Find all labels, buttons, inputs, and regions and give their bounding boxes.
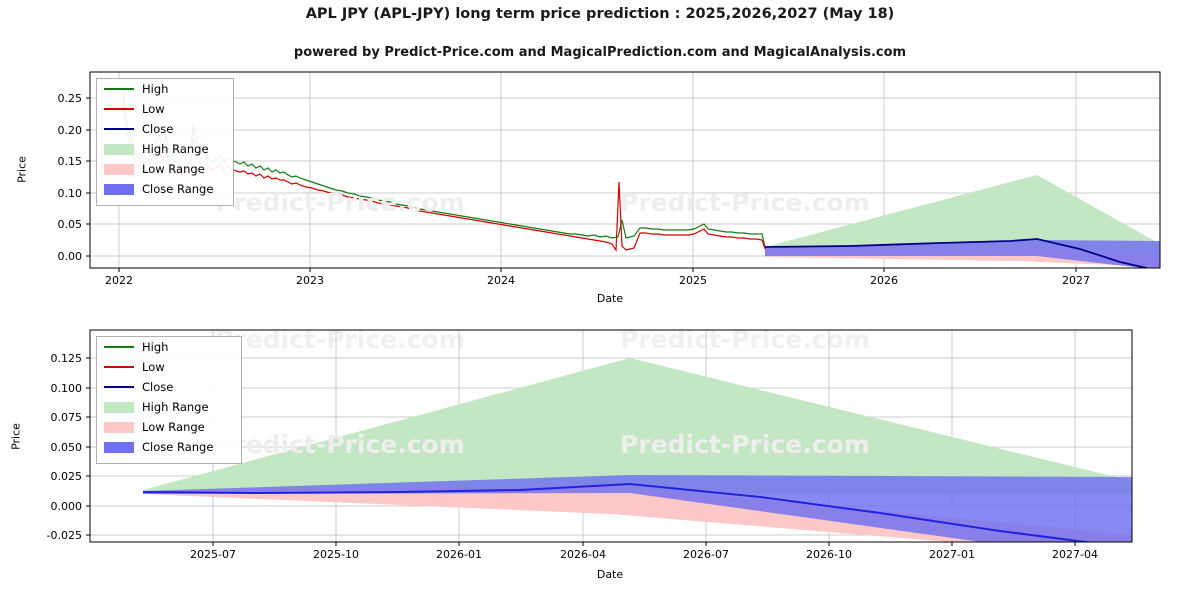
close-range-swatch <box>104 441 134 453</box>
bottom-xtick-0: 2025-07 <box>190 548 236 561</box>
bottom-ytick-0: -0.025 <box>46 529 82 542</box>
high-line-swatch <box>104 341 134 353</box>
legend-label-close-range: Close Range <box>142 440 214 454</box>
bottom-xtick-3: 2026-04 <box>560 548 606 561</box>
legend-label-low: Low <box>142 102 165 116</box>
top-close-range-band <box>765 240 1160 268</box>
top-ytick-0: 0.00 <box>57 250 83 263</box>
close-line-swatch <box>104 381 134 393</box>
bottom-xtick-5: 2026-10 <box>806 548 852 561</box>
top-ytick-4: 0.20 <box>57 124 83 137</box>
top-xaxis-label: Date <box>596 292 624 305</box>
top-xtick-2: 2024 <box>487 274 515 287</box>
high-range-swatch <box>104 401 134 413</box>
legend-label-close-range: Close Range <box>142 182 214 196</box>
legend-label-high: High <box>142 340 169 354</box>
legend-item-low[interactable]: Low <box>97 99 233 119</box>
top-xtick-1: 2023 <box>296 274 324 287</box>
top-xtick-0: 2022 <box>105 274 133 287</box>
bottom-high-range-band <box>143 358 1132 494</box>
legend-item-close-range[interactable]: Close Range <box>97 179 233 199</box>
high-line-swatch <box>104 83 134 95</box>
close-line-swatch <box>104 123 134 135</box>
bottom-ytick-5: 0.100 <box>50 382 83 395</box>
top-ytick-1: 0.05 <box>57 218 83 231</box>
low-line-swatch <box>104 361 134 373</box>
top-ytick-3: 0.15 <box>57 155 83 168</box>
bottom-ytick-4: 0.075 <box>50 411 83 424</box>
bottom-yaxis-label: Price <box>9 423 23 450</box>
legend-item-close[interactable]: Close <box>97 377 241 397</box>
bottom-close-series <box>142 482 1094 542</box>
legend-label-close: Close <box>142 380 174 394</box>
low-line-swatch <box>104 103 134 115</box>
bottom-xtick-7: 2027-04 <box>1052 548 1098 561</box>
top-high-range-band <box>765 175 1160 256</box>
top-xtick-4: 2026 <box>870 274 898 287</box>
legend-label-low-range: Low Range <box>142 420 205 434</box>
legend-item-high-range[interactable]: High Range <box>97 139 233 159</box>
legend-item-close[interactable]: Close <box>97 119 233 139</box>
top-yaxis-label: Price <box>15 156 29 183</box>
bottom-chart-panel: Predict-Price.com Predict-Price.com -0.0… <box>0 320 1200 600</box>
top-ytick-2: 0.10 <box>57 187 83 200</box>
bottom-ytick-6: 0.125 <box>50 352 83 365</box>
chart-title: APL JPY (APL-JPY) long term price predic… <box>305 6 895 22</box>
low-range-swatch <box>104 163 134 175</box>
bottom-xtick-2: 2026-01 <box>436 548 482 561</box>
bottom-plot-frame <box>89 329 1133 543</box>
top-close-series <box>764 238 1151 268</box>
bottom-xtick-6: 2027-01 <box>929 548 975 561</box>
top-ytick-5: 0.25 <box>57 92 83 105</box>
bottom-xtick-1: 2025-10 <box>313 548 359 561</box>
legend-item-high[interactable]: High <box>97 337 241 357</box>
top-xtick-3: 2025 <box>679 274 707 287</box>
legend-label-high: High <box>142 82 169 96</box>
legend-item-low[interactable]: Low <box>97 357 241 377</box>
high-range-swatch <box>104 143 134 155</box>
legend-label-high-range: High Range <box>142 142 209 156</box>
top-chart-panel: Predict-Price.com Predict-Price.com Pred… <box>0 60 1200 354</box>
bottom-xaxis-label: Date <box>596 568 624 581</box>
legend-item-low-range[interactable]: Low Range <box>97 159 233 179</box>
legend-item-high[interactable]: High <box>97 79 233 99</box>
close-range-swatch <box>104 183 134 195</box>
legend-item-close-range[interactable]: Close Range <box>97 437 241 457</box>
legend-label-low: Low <box>142 360 165 374</box>
bottom-legend: High Low Close High Range Low Range Clos… <box>96 336 242 464</box>
bottom-ytick-2: 0.025 <box>50 470 83 483</box>
legend-label-close: Close <box>142 122 174 136</box>
chart-subtitle: powered by Predict-Price.com and Magical… <box>293 45 907 60</box>
top-plot-frame <box>89 71 1161 269</box>
legend-label-low-range: Low Range <box>142 162 205 176</box>
top-xtick-5: 2027 <box>1062 274 1090 287</box>
bottom-ytick-1: 0.000 <box>50 500 83 513</box>
bottom-ytick-3: 0.050 <box>50 441 83 454</box>
legend-item-low-range[interactable]: Low Range <box>97 417 241 437</box>
top-legend: High Low Close High Range Low Range Clos… <box>96 78 234 206</box>
legend-item-high-range[interactable]: High Range <box>97 397 241 417</box>
legend-label-high-range: High Range <box>142 400 209 414</box>
low-range-swatch <box>104 421 134 433</box>
bottom-xtick-4: 2026-07 <box>683 548 729 561</box>
